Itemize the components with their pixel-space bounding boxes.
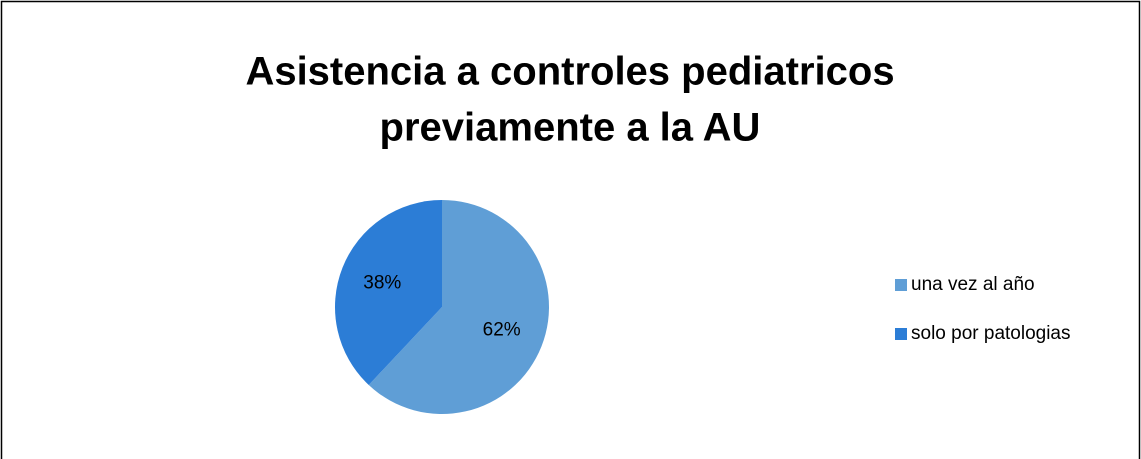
legend-swatch: [895, 328, 907, 340]
pie-slice: [368, 199, 550, 414]
chart-title: previamente a la AU: [380, 106, 761, 150]
legend-swatch: [895, 279, 907, 291]
pie-slice: [335, 200, 442, 385]
legend-label: una vez al año: [911, 274, 1035, 295]
legend-label: solo por patologias: [911, 323, 1071, 344]
data-label: 62%: [483, 320, 521, 341]
chart-title: Asistencia a controles pediatricos: [245, 50, 894, 94]
data-label: 38%: [363, 272, 401, 293]
